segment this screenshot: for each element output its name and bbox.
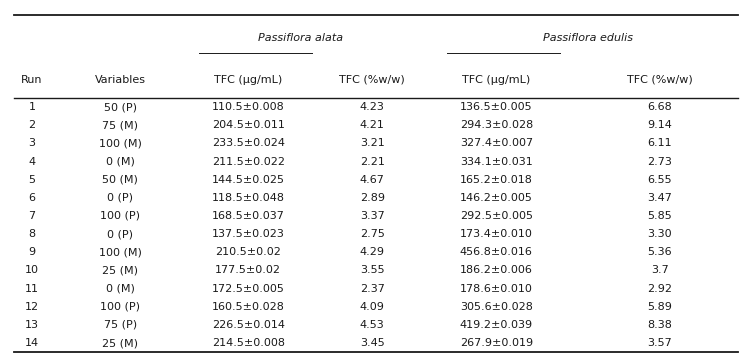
Text: 2.89: 2.89	[359, 193, 385, 203]
Text: 172.5±0.005: 172.5±0.005	[212, 284, 284, 294]
Text: 6.68: 6.68	[647, 102, 672, 112]
Text: 267.9±0.019: 267.9±0.019	[459, 338, 533, 348]
Text: 12: 12	[25, 302, 39, 312]
Text: 2.37: 2.37	[359, 284, 385, 294]
Text: 456.8±0.016: 456.8±0.016	[460, 247, 532, 257]
Text: 168.5±0.037: 168.5±0.037	[212, 211, 284, 221]
Text: 136.5±0.005: 136.5±0.005	[460, 102, 532, 112]
Text: 100 (P): 100 (P)	[100, 302, 141, 312]
Text: 0 (M): 0 (M)	[106, 284, 135, 294]
Text: 3.45: 3.45	[360, 338, 384, 348]
Text: 118.5±0.048: 118.5±0.048	[211, 193, 285, 203]
Text: 5: 5	[29, 175, 35, 185]
Text: 5.36: 5.36	[647, 247, 672, 257]
Text: 233.5±0.024: 233.5±0.024	[211, 138, 285, 148]
Text: 8: 8	[29, 229, 35, 239]
Text: 75 (M): 75 (M)	[102, 120, 138, 130]
Text: 419.2±0.039: 419.2±0.039	[459, 320, 533, 330]
Text: 178.6±0.010: 178.6±0.010	[460, 284, 532, 294]
Text: 144.5±0.025: 144.5±0.025	[211, 175, 285, 185]
Text: 14: 14	[25, 338, 39, 348]
Text: TFC (%w/w): TFC (%w/w)	[627, 75, 693, 85]
Text: 100 (M): 100 (M)	[99, 138, 142, 148]
Text: 177.5±0.02: 177.5±0.02	[215, 265, 281, 276]
Text: 0 (P): 0 (P)	[108, 229, 133, 239]
Text: 6: 6	[29, 193, 35, 203]
Text: 7: 7	[29, 211, 35, 221]
Text: 294.3±0.028: 294.3±0.028	[459, 120, 533, 130]
Text: 9.14: 9.14	[647, 120, 672, 130]
Text: 334.1±0.031: 334.1±0.031	[460, 156, 532, 167]
Text: Variables: Variables	[95, 75, 146, 85]
Text: 214.5±0.008: 214.5±0.008	[211, 338, 285, 348]
Text: 8.38: 8.38	[647, 320, 672, 330]
Text: 50 (P): 50 (P)	[104, 102, 137, 112]
Text: 100 (P): 100 (P)	[100, 211, 141, 221]
Text: 6.11: 6.11	[647, 138, 672, 148]
Text: 100 (M): 100 (M)	[99, 247, 142, 257]
Text: 2.75: 2.75	[359, 229, 385, 239]
Text: 2.21: 2.21	[359, 156, 385, 167]
Text: 1: 1	[29, 102, 35, 112]
Text: 4.09: 4.09	[359, 302, 385, 312]
Text: 3.47: 3.47	[647, 193, 672, 203]
Text: 2: 2	[29, 120, 35, 130]
Text: 3: 3	[29, 138, 35, 148]
Text: 4.53: 4.53	[360, 320, 384, 330]
Text: 173.4±0.010: 173.4±0.010	[460, 229, 532, 239]
Text: 186.2±0.006: 186.2±0.006	[460, 265, 532, 276]
Text: 292.5±0.005: 292.5±0.005	[459, 211, 533, 221]
Text: 11: 11	[25, 284, 39, 294]
Text: 75 (P): 75 (P)	[104, 320, 137, 330]
Text: 5.85: 5.85	[647, 211, 672, 221]
Text: 146.2±0.005: 146.2±0.005	[460, 193, 532, 203]
Text: 226.5±0.014: 226.5±0.014	[211, 320, 285, 330]
Text: 4.21: 4.21	[359, 120, 385, 130]
Text: Passiflora alata: Passiflora alata	[258, 33, 344, 43]
Text: 5.89: 5.89	[647, 302, 672, 312]
Text: 4: 4	[29, 156, 35, 167]
Text: 3.37: 3.37	[360, 211, 384, 221]
Text: 110.5±0.008: 110.5±0.008	[212, 102, 284, 112]
Text: 305.6±0.028: 305.6±0.028	[460, 302, 532, 312]
Text: 4.23: 4.23	[359, 102, 385, 112]
Text: 4.67: 4.67	[359, 175, 385, 185]
Text: 3.57: 3.57	[647, 338, 672, 348]
Text: Run: Run	[21, 75, 43, 85]
Text: 160.5±0.028: 160.5±0.028	[212, 302, 284, 312]
Text: TFC (µg/mL): TFC (µg/mL)	[462, 75, 530, 85]
Text: 0 (P): 0 (P)	[108, 193, 133, 203]
Text: 25 (M): 25 (M)	[102, 338, 138, 348]
Text: 204.5±0.011: 204.5±0.011	[212, 120, 284, 130]
Text: 13: 13	[25, 320, 39, 330]
Text: 4.29: 4.29	[359, 247, 385, 257]
Text: 2.73: 2.73	[647, 156, 672, 167]
Text: 2.92: 2.92	[647, 284, 672, 294]
Text: 211.5±0.022: 211.5±0.022	[211, 156, 285, 167]
Text: 137.5±0.023: 137.5±0.023	[212, 229, 284, 239]
Text: 210.5±0.02: 210.5±0.02	[215, 247, 281, 257]
Text: 3.7: 3.7	[651, 265, 669, 276]
Text: Passiflora edulis: Passiflora edulis	[544, 33, 633, 43]
Text: 3.55: 3.55	[360, 265, 384, 276]
Text: TFC (µg/mL): TFC (µg/mL)	[214, 75, 282, 85]
Text: 6.55: 6.55	[647, 175, 672, 185]
Text: TFC (%w/w): TFC (%w/w)	[339, 75, 405, 85]
Text: 165.2±0.018: 165.2±0.018	[460, 175, 532, 185]
Text: 3.30: 3.30	[647, 229, 672, 239]
Text: 0 (M): 0 (M)	[106, 156, 135, 167]
Text: 10: 10	[25, 265, 39, 276]
Text: 25 (M): 25 (M)	[102, 265, 138, 276]
Text: 327.4±0.007: 327.4±0.007	[459, 138, 533, 148]
Text: 50 (M): 50 (M)	[102, 175, 138, 185]
Text: 3.21: 3.21	[360, 138, 384, 148]
Text: 9: 9	[29, 247, 35, 257]
